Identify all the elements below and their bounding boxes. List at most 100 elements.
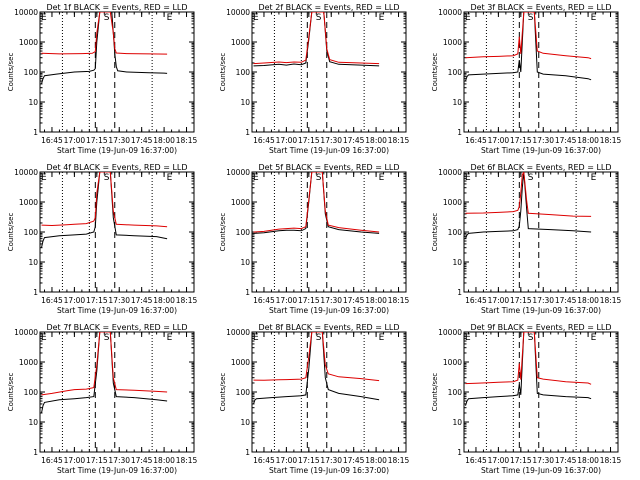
x-tick-label: 18:15: [600, 456, 622, 465]
y-tick-label: 10000: [14, 328, 38, 337]
x-tick-label: 18:00: [365, 296, 387, 305]
marker-label: S: [528, 173, 534, 183]
chart-panel: Det 6f BLACK = Events, RED = LLD 1 10 100 10…: [431, 163, 622, 315]
x-tick-label: 18:15: [600, 296, 622, 305]
y-tick-label: 10000: [14, 8, 38, 17]
x-tick-label: 17:15: [86, 296, 108, 305]
series-line-events: [41, 12, 168, 85]
marker-label: S: [316, 13, 322, 23]
series-line-events: [41, 172, 168, 248]
x-axis-label: Start Time (19-Jun-09 16:37:00): [481, 146, 601, 155]
x-tick-label: 18:15: [176, 456, 198, 465]
x-tick-label: 16:45: [465, 296, 487, 305]
x-tick-label: 18:15: [600, 136, 622, 145]
x-tick-label: 17:15: [298, 136, 320, 145]
x-tick-label: 17:45: [343, 456, 365, 465]
series-line-lld: [465, 172, 592, 217]
chart-title: Det 9f BLACK = Events, RED = LLD: [470, 323, 611, 332]
marker-label: S: [316, 333, 322, 343]
y-tick-label: 10: [452, 98, 462, 107]
marker-label: E: [41, 173, 47, 183]
y-tick-label: 1000: [19, 198, 38, 207]
y-tick-label: 10: [240, 418, 250, 427]
x-tick-label: 17:15: [510, 136, 532, 145]
x-tick-label: 17:30: [532, 296, 554, 305]
y-tick-label: 10: [240, 98, 250, 107]
y-tick-label: 100: [448, 388, 463, 397]
x-tick-label: 18:15: [176, 296, 198, 305]
x-tick-label: 16:45: [41, 296, 63, 305]
chart-panel: Det 9f BLACK = Events, RED = LLD 1 10 100 10…: [431, 323, 622, 475]
x-tick-label: 18:00: [577, 456, 599, 465]
x-tick-label: 17:45: [555, 136, 577, 145]
y-tick-label: 100: [236, 68, 251, 77]
marker-label: S: [104, 13, 110, 23]
series-line-lld: [41, 12, 168, 55]
x-tick-label: 18:00: [153, 456, 175, 465]
y-tick-label: 10: [240, 258, 250, 267]
x-tick-label: 18:15: [388, 136, 410, 145]
y-tick-label: 1: [245, 128, 250, 137]
chart-panel: Det 1f BLACK = Events, RED = LLD 1 10 100 10…: [7, 3, 198, 155]
y-axis-label: Counts/sec: [431, 53, 439, 92]
chart-title: Det 3f BLACK = Events, RED = LLD: [470, 3, 611, 12]
y-axis-label: Counts/sec: [7, 373, 15, 412]
x-axis-label: Start Time (19-Jun-09 16:37:00): [57, 306, 177, 315]
x-tick-label: 17:30: [108, 456, 130, 465]
y-axis-label: Counts/sec: [219, 53, 227, 92]
y-tick-label: 100: [448, 228, 463, 237]
y-tick-label: 10: [28, 258, 38, 267]
marker-label: E: [167, 173, 173, 183]
x-axis-label: Start Time (19-Jun-09 16:37:00): [269, 466, 389, 475]
chart-panel: Det 3f BLACK = Events, RED = LLD 1 10 100 10…: [431, 3, 622, 155]
x-tick-label: 16:45: [465, 456, 487, 465]
x-tick-label: 18:00: [153, 296, 175, 305]
x-tick-label: 17:15: [86, 136, 108, 145]
y-tick-label: 1000: [19, 358, 38, 367]
chart-panel: Det 7f BLACK = Events, RED = LLD 1 10 100 10…: [7, 323, 198, 475]
x-tick-label: 16:45: [253, 456, 275, 465]
y-tick-label: 1: [245, 288, 250, 297]
x-tick-label: 17:15: [510, 296, 532, 305]
marker-label: S: [528, 333, 534, 343]
x-tick-label: 17:00: [64, 296, 86, 305]
marker-label: E: [253, 13, 259, 23]
series-line-events: [465, 332, 592, 406]
y-tick-label: 1000: [19, 38, 38, 47]
y-tick-label: 10000: [226, 328, 250, 337]
series-line-lld: [41, 172, 168, 228]
marker-label: E: [591, 333, 597, 343]
series-line-lld: [41, 332, 168, 396]
series-line-lld: [465, 332, 592, 385]
plot-frame: [39, 11, 195, 133]
y-axis-label: Counts/sec: [219, 373, 227, 412]
marker-label: E: [465, 333, 471, 343]
x-tick-label: 17:00: [64, 136, 86, 145]
y-tick-label: 1000: [443, 198, 462, 207]
y-tick-label: 100: [24, 228, 39, 237]
marker-label: S: [104, 173, 110, 183]
x-tick-label: 16:45: [41, 456, 63, 465]
y-tick-label: 100: [24, 68, 39, 77]
marker-label: E: [465, 13, 471, 23]
y-tick-label: 1: [33, 288, 38, 297]
x-axis-label: Start Time (19-Jun-09 16:37:00): [269, 306, 389, 315]
marker-label: E: [253, 173, 259, 183]
y-axis-label: Counts/sec: [219, 213, 227, 252]
x-tick-label: 18:00: [577, 136, 599, 145]
y-tick-label: 1000: [443, 38, 462, 47]
y-tick-label: 10: [28, 418, 38, 427]
x-tick-label: 18:15: [388, 296, 410, 305]
x-tick-label: 16:45: [253, 136, 275, 145]
x-tick-label: 17:45: [131, 456, 153, 465]
plot-frame: [39, 331, 195, 453]
x-tick-label: 17:30: [532, 136, 554, 145]
x-tick-label: 17:45: [343, 296, 365, 305]
y-tick-label: 10: [452, 258, 462, 267]
plot-frame: [251, 171, 407, 293]
x-tick-label: 17:45: [131, 296, 153, 305]
y-tick-label: 10000: [438, 168, 462, 177]
x-tick-label: 17:00: [488, 296, 510, 305]
x-tick-label: 18:15: [388, 456, 410, 465]
